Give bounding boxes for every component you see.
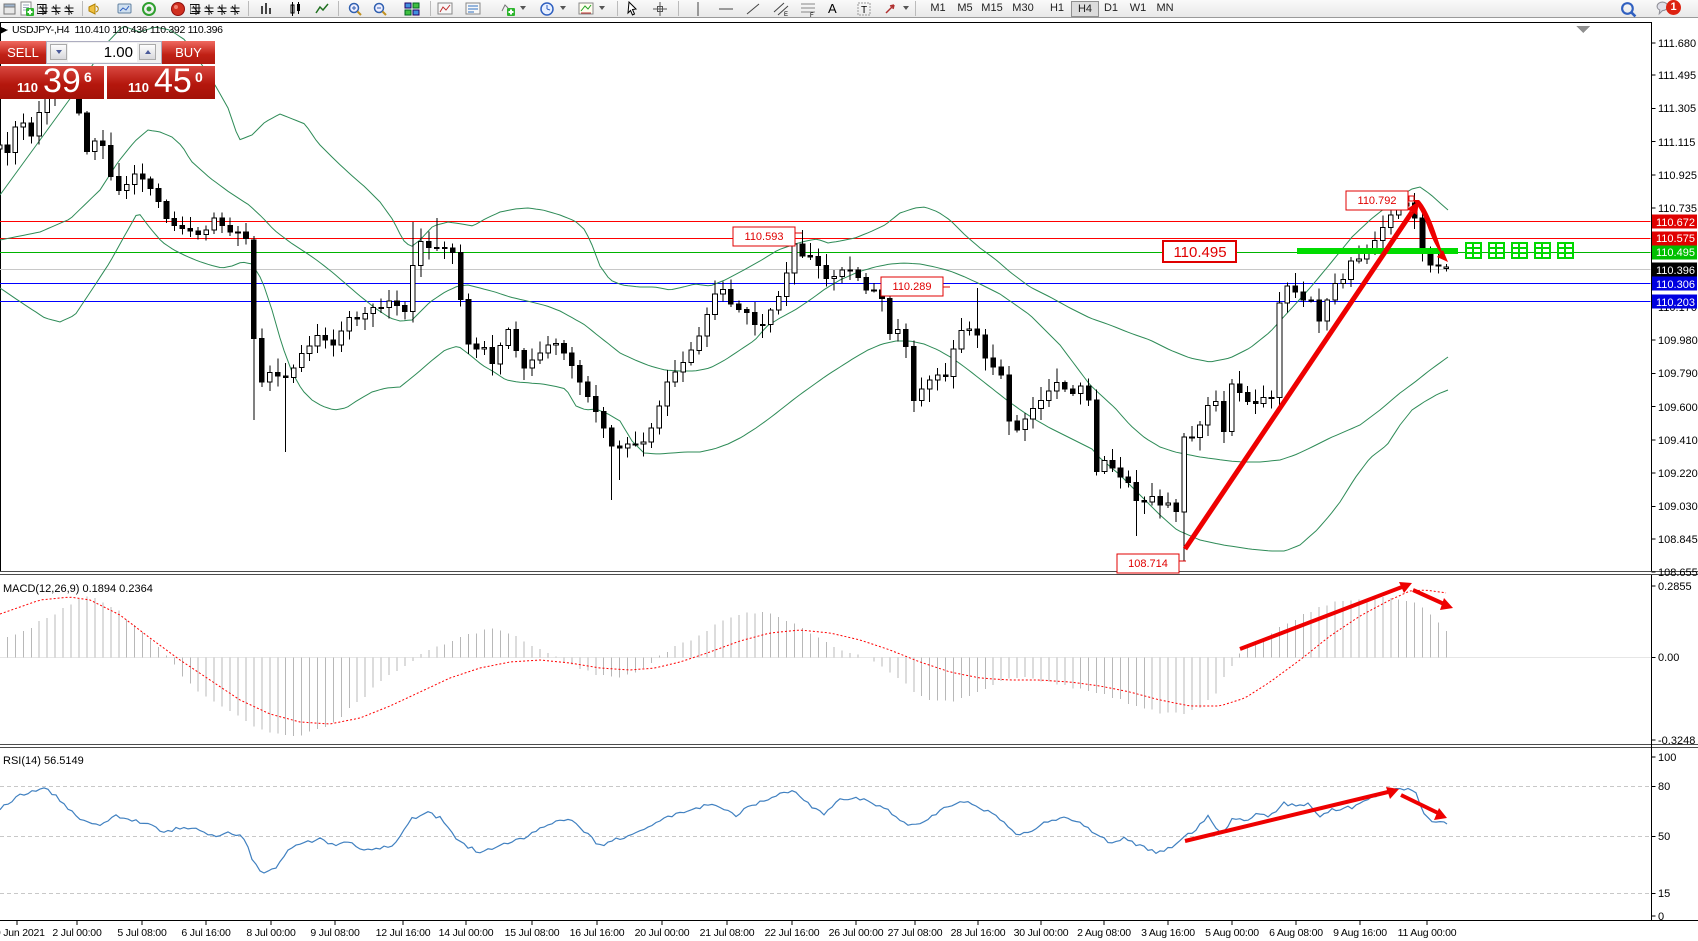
- svg-text:6 Jul 16:00: 6 Jul 16:00: [181, 927, 231, 939]
- svg-text:F: F: [810, 13, 814, 17]
- svg-text:110.306: 110.306: [1656, 279, 1695, 291]
- svg-text:5 Jul 08:00: 5 Jul 08:00: [117, 927, 167, 939]
- svg-text:2 Aug 08:00: 2 Aug 08:00: [1077, 927, 1131, 939]
- svg-text:110.289: 110.289: [893, 281, 932, 293]
- svg-text:RSI(14) 56.5149: RSI(14) 56.5149: [3, 755, 84, 767]
- svg-text:108.845: 108.845: [1658, 534, 1698, 546]
- svg-text:110.575: 110.575: [1656, 233, 1695, 245]
- svg-text:6 Aug 08:00: 6 Aug 08:00: [1269, 927, 1323, 939]
- svg-text:0.00: 0.00: [1658, 652, 1679, 664]
- svg-text:110.792: 110.792: [1358, 195, 1397, 207]
- svg-text:22 Jul 16:00: 22 Jul 16:00: [765, 927, 820, 939]
- svg-text:8 Jul 00:00: 8 Jul 00:00: [246, 927, 296, 939]
- svg-text:109.980: 109.980: [1658, 335, 1698, 347]
- svg-text:26 Jul 00:00: 26 Jul 00:00: [829, 927, 884, 939]
- svg-text:111.680: 111.680: [1658, 38, 1696, 50]
- svg-text:108.655: 108.655: [1658, 567, 1698, 579]
- svg-text:3 Aug 16:00: 3 Aug 16:00: [1141, 927, 1195, 939]
- svg-text:21 Jul 08:00: 21 Jul 08:00: [700, 927, 755, 939]
- svg-text:109.220: 109.220: [1658, 468, 1698, 480]
- svg-text:111.305: 111.305: [1658, 103, 1696, 115]
- svg-text:110.495: 110.495: [1656, 247, 1695, 259]
- svg-text:2 Jul 00:00: 2 Jul 00:00: [52, 927, 102, 939]
- svg-text:50: 50: [1658, 831, 1670, 843]
- svg-text:12 Jul 16:00: 12 Jul 16:00: [376, 927, 431, 939]
- svg-text:9 Aug 16:00: 9 Aug 16:00: [1333, 927, 1387, 939]
- svg-text:USDJPY-,H4 110.410 110.436 11: USDJPY-,H4 110.410 110.436 110.392 110.3…: [12, 24, 223, 36]
- svg-text:27 Jul 08:00: 27 Jul 08:00: [888, 927, 943, 939]
- svg-text:5 Aug 00:00: 5 Aug 00:00: [1205, 927, 1259, 939]
- svg-text:-0.3248: -0.3248: [1658, 735, 1695, 747]
- svg-text:80: 80: [1658, 781, 1670, 793]
- svg-text:109.410: 109.410: [1658, 435, 1698, 447]
- svg-text:110.495: 110.495: [1173, 244, 1226, 261]
- svg-text:28 Jul 16:00: 28 Jul 16:00: [951, 927, 1006, 939]
- svg-text:111.495: 111.495: [1658, 70, 1696, 82]
- svg-text:30 Jun 2021: 30 Jun 2021: [0, 927, 45, 939]
- svg-text:30 Jul 00:00: 30 Jul 00:00: [1014, 927, 1069, 939]
- svg-text:16 Jul 16:00: 16 Jul 16:00: [570, 927, 625, 939]
- svg-text:0.2855: 0.2855: [1658, 581, 1692, 593]
- svg-text:110.593: 110.593: [745, 231, 784, 243]
- svg-text:110.735: 110.735: [1658, 203, 1697, 215]
- svg-text:109.030: 109.030: [1658, 501, 1698, 513]
- svg-text:109.790: 109.790: [1658, 368, 1698, 380]
- svg-text:110.396: 110.396: [1656, 265, 1695, 277]
- svg-text:110.925: 110.925: [1658, 170, 1697, 182]
- svg-text:T: T: [861, 5, 867, 16]
- svg-text:9 Jul 08:00: 9 Jul 08:00: [310, 927, 360, 939]
- svg-text:E: E: [784, 12, 788, 17]
- svg-text:110.203: 110.203: [1656, 297, 1695, 309]
- svg-text:111.115: 111.115: [1658, 137, 1695, 149]
- svg-text:15 Jul 08:00: 15 Jul 08:00: [505, 927, 560, 939]
- svg-text:20 Jul 00:00: 20 Jul 00:00: [635, 927, 690, 939]
- svg-text:108.714: 108.714: [1128, 558, 1168, 570]
- svg-text:100: 100: [1658, 752, 1676, 764]
- svg-text:109.600: 109.600: [1658, 402, 1698, 414]
- svg-text:0: 0: [1658, 911, 1664, 923]
- svg-text:110.672: 110.672: [1656, 217, 1695, 229]
- svg-text:15: 15: [1658, 888, 1670, 900]
- svg-text:11 Aug 00:00: 11 Aug 00:00: [1398, 927, 1457, 939]
- svg-text:14 Jul 00:00: 14 Jul 00:00: [439, 927, 494, 939]
- svg-text:MACD(12,26,9) 0.1894 0.2364: MACD(12,26,9) 0.1894 0.2364: [3, 583, 153, 595]
